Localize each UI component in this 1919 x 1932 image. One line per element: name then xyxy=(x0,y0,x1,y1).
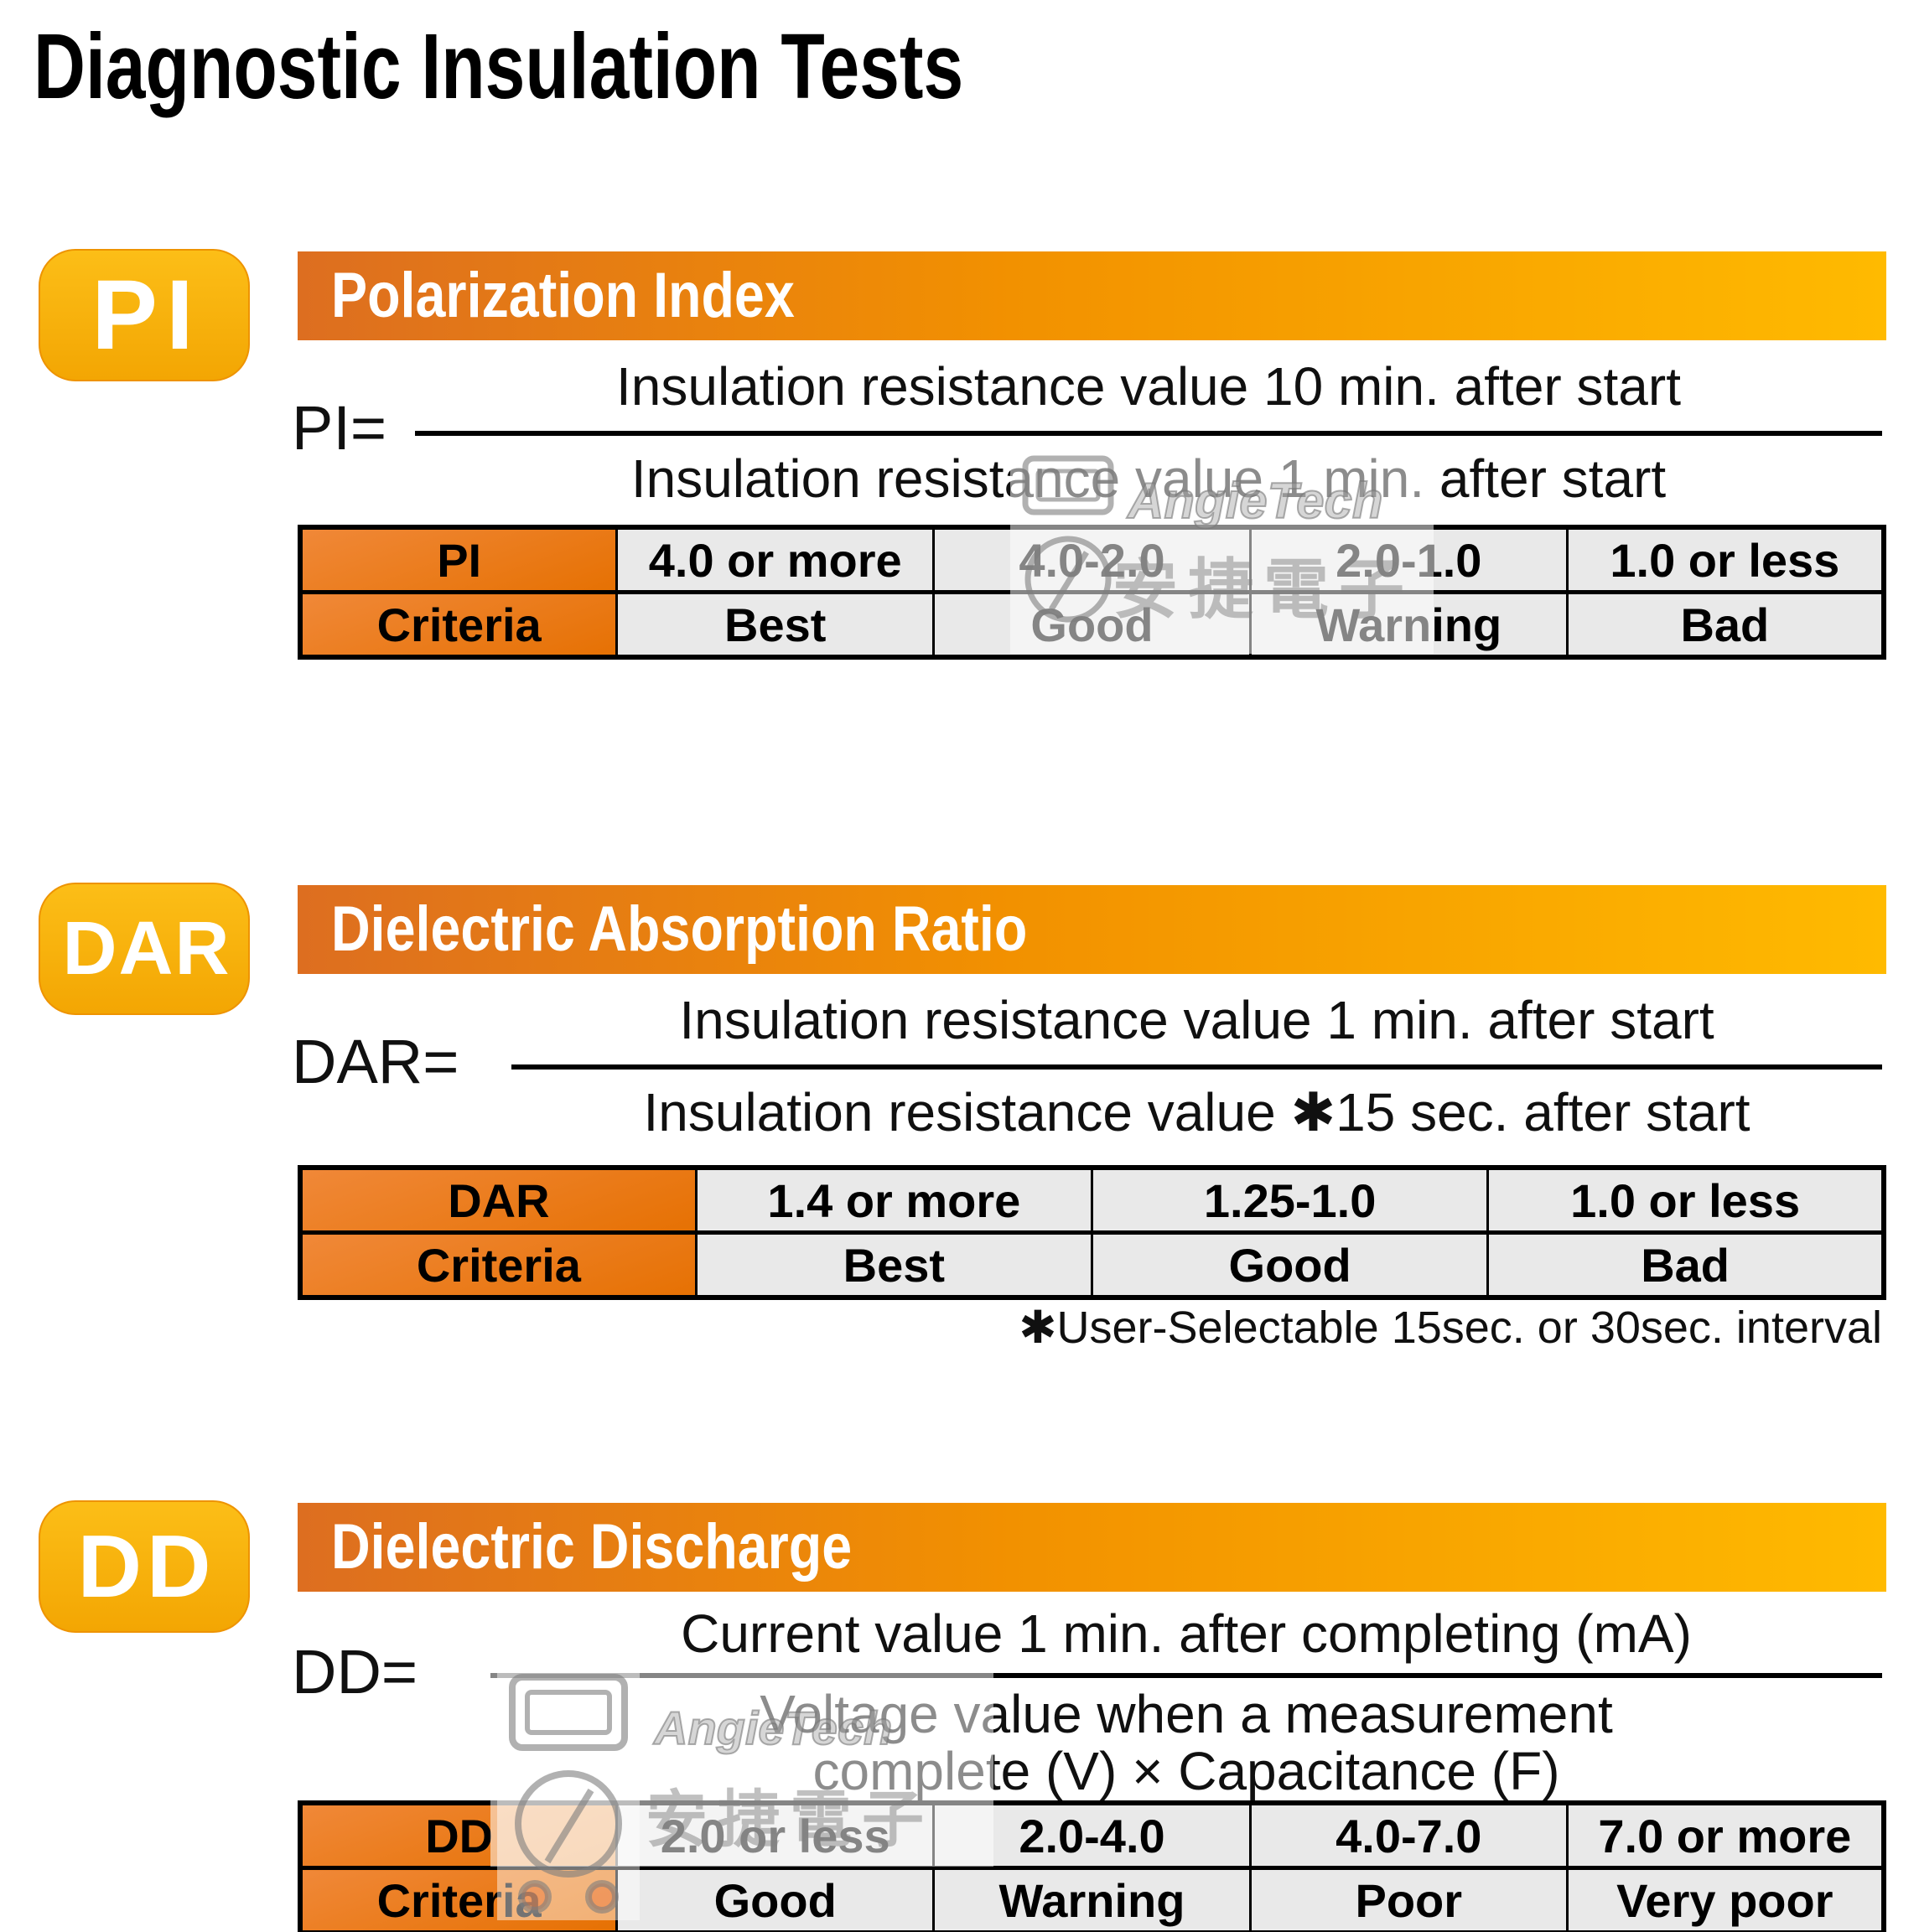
value-cell: 1.0 or less xyxy=(1486,1166,1885,1234)
value-cell: 4.0 or more xyxy=(615,526,936,593)
page-title-text: Diagnostic Insulation Tests xyxy=(34,15,964,118)
value-cell: 1.4 or more xyxy=(694,1166,1094,1234)
multimeter-icon xyxy=(1022,455,1114,623)
value-cell: Best xyxy=(615,590,936,659)
dar-badge-label: DAR xyxy=(62,906,231,991)
row-header-cell: Criteria xyxy=(298,1230,698,1299)
dd-header-bar: Dielectric Discharge xyxy=(298,1503,1886,1592)
watermark-brand-text: AngieTech xyxy=(1127,472,1383,530)
value-cell: Bad xyxy=(1565,590,1885,659)
pi-header-label: Polarization Index xyxy=(331,260,795,331)
value-cell: 1.25-1.0 xyxy=(1090,1166,1490,1234)
dd-formula-label: DD= xyxy=(292,1637,418,1707)
watermark: AngieTech 安捷電子 xyxy=(1010,450,1434,654)
value-cell: Good xyxy=(1090,1230,1490,1299)
value-cell: 7.0 or more xyxy=(1565,1801,1885,1869)
row-header-cell: DAR xyxy=(298,1166,698,1234)
pi-badge-label: PI xyxy=(91,260,202,370)
pi-fraction-line xyxy=(415,431,1882,436)
dd-badge-label: DD xyxy=(77,1516,216,1616)
dar-formula-denominator: Insulation resistance value ✱15 sec. aft… xyxy=(643,1082,1750,1142)
pi-formula-numerator: Insulation resistance value 10 min. afte… xyxy=(616,356,1681,417)
value-cell: Best xyxy=(694,1230,1094,1299)
pi-header-bar: Polarization Index xyxy=(298,251,1886,340)
page-title: Diagnostic Insulation Tests xyxy=(34,13,1226,120)
dar-fraction-line xyxy=(511,1064,1882,1070)
table-row: CriteriaBestGoodWarningBad xyxy=(298,590,1885,659)
value-cell: Bad xyxy=(1486,1230,1885,1299)
row-header-cell: PI xyxy=(298,526,619,593)
pi-formula-label: PI= xyxy=(292,393,387,463)
value-cell: Very poor xyxy=(1565,1866,1885,1932)
dar-formula-numerator: Insulation resistance value 1 min. after… xyxy=(679,990,1714,1050)
table-row: Criteria Good Warning Poor Very poor xyxy=(298,1866,1885,1932)
value-cell: Warning xyxy=(932,1866,1252,1932)
table-row: DAR 1.4 or more 1.25-1.0 1.0 or less xyxy=(298,1166,1885,1234)
dar-header-bar: Dielectric Absorption Ratio xyxy=(298,885,1886,974)
value-cell: 1.0 or less xyxy=(1565,526,1885,593)
row-header-cell: Criteria xyxy=(298,590,619,659)
value-cell: Good xyxy=(615,1866,936,1932)
watermark: AngieTech 安捷電子 xyxy=(490,1664,993,1924)
multimeter-icon xyxy=(497,1669,640,1920)
row-header-cell: Criteria xyxy=(298,1866,619,1932)
watermark-backdrop xyxy=(490,1664,993,1867)
dd-fraction-line xyxy=(490,1673,1882,1678)
dar-interval-footnote: ✱User-Selectable 15sec. or 30sec. interv… xyxy=(1019,1303,1882,1353)
dar-header-label: Dielectric Absorption Ratio xyxy=(331,893,1028,965)
dd-formula-numerator: Current value 1 min. after completing (m… xyxy=(681,1603,1692,1664)
value-cell: Poor xyxy=(1248,1866,1569,1932)
dar-formula-label: DAR= xyxy=(292,1027,459,1096)
table-row: Criteria Best Good Bad xyxy=(298,1230,1885,1299)
watermark-cjk-text: 安捷電子 xyxy=(646,1784,934,1854)
pi-badge: PI xyxy=(39,249,250,381)
watermark-cjk-text: 安捷電子 xyxy=(1113,552,1415,626)
dd-header-label: Dielectric Discharge xyxy=(331,1511,853,1582)
dar-criteria-table: DAR 1.4 or more 1.25-1.0 1.0 or less Criteri… xyxy=(298,1165,1886,1300)
watermark-brand-text: AngieTech xyxy=(653,1701,893,1755)
dd-badge: DD xyxy=(39,1500,250,1633)
value-cell: 4.0-7.0 xyxy=(1248,1801,1569,1869)
dar-badge: DAR xyxy=(39,883,250,1015)
